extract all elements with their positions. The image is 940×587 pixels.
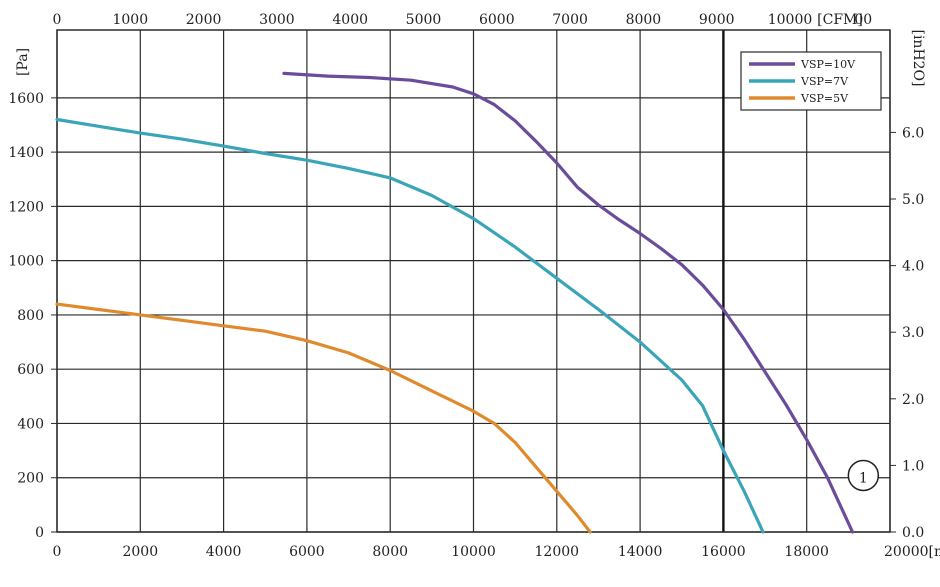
x-top-axis-label: [CFM] bbox=[817, 12, 863, 28]
x-top-tick-label: 3000 bbox=[259, 12, 295, 28]
x-tick-label: 8000 bbox=[372, 544, 408, 560]
x-top-tick-label: 0 bbox=[53, 12, 62, 28]
x-top-tick-label: 5000 bbox=[406, 12, 442, 28]
y-right-axis-label: [inH2O] bbox=[910, 29, 926, 86]
y-tick-label: 800 bbox=[17, 308, 44, 324]
y-axis-label: [Pa] bbox=[15, 48, 31, 76]
x-top-tick-label: 2000 bbox=[186, 12, 222, 28]
marker-label: 1 bbox=[859, 470, 868, 486]
y-tick-label: 1400 bbox=[8, 145, 44, 161]
series-line bbox=[55, 302, 592, 534]
x-tick-label: 14000 bbox=[618, 544, 663, 560]
y-tick-label: 1200 bbox=[8, 199, 44, 215]
plot-frame bbox=[56, 29, 891, 533]
x-tick-label: 10000 bbox=[451, 544, 496, 560]
x-top-tick-label: 7000 bbox=[552, 12, 588, 28]
legend-entry-label: VSP=7V bbox=[800, 75, 849, 88]
x-top-tick-label: 4000 bbox=[332, 12, 368, 28]
marker-circle bbox=[847, 459, 880, 492]
y-tick-label: 1000 bbox=[8, 254, 44, 270]
y-tick-label: 1600 bbox=[8, 91, 44, 107]
x-tick-label: 6000 bbox=[289, 544, 325, 560]
x-tick-label: 20000[m bbox=[884, 544, 940, 560]
y-tick-label: 200 bbox=[17, 471, 44, 487]
legend-entry-label: VSP=5V bbox=[800, 92, 849, 105]
x-tick-label: 18000 bbox=[784, 544, 829, 560]
y-right-tick-label: 5.0 bbox=[902, 192, 924, 208]
y-right-tick-label: 2.0 bbox=[902, 392, 924, 408]
x-top-tick-label: 9000 bbox=[699, 12, 735, 28]
x-top-tick-label: 1000 bbox=[112, 12, 148, 28]
y-right-tick-label: 6.0 bbox=[902, 125, 924, 141]
series-line bbox=[282, 71, 855, 534]
x-top-tick-label: 00 bbox=[854, 12, 872, 28]
y-right-tick-label: 3.0 bbox=[902, 325, 924, 341]
x-tick-label: 12000 bbox=[535, 544, 580, 560]
y-right-tick-label: 1.0 bbox=[902, 458, 924, 474]
y-tick-label: 400 bbox=[17, 416, 44, 432]
y-tick-label: 0 bbox=[35, 525, 44, 541]
x-tick-label: 2000 bbox=[122, 544, 158, 560]
x-top-tick-label: 8000 bbox=[626, 12, 662, 28]
x-tick-label: 0 bbox=[53, 544, 62, 560]
x-top-tick-label: 10000 bbox=[768, 12, 813, 28]
legend-entry-label: VSP=10V bbox=[800, 58, 856, 71]
x-top-tick-label: 6000 bbox=[479, 12, 515, 28]
y-right-tick-label: 4.0 bbox=[902, 259, 924, 275]
y-right-tick-label: 0.0 bbox=[902, 525, 924, 541]
series-line bbox=[55, 117, 765, 534]
x-tick-label: 4000 bbox=[206, 544, 242, 560]
x-tick-label: 16000 bbox=[701, 544, 746, 560]
y-tick-label: 600 bbox=[17, 362, 44, 378]
